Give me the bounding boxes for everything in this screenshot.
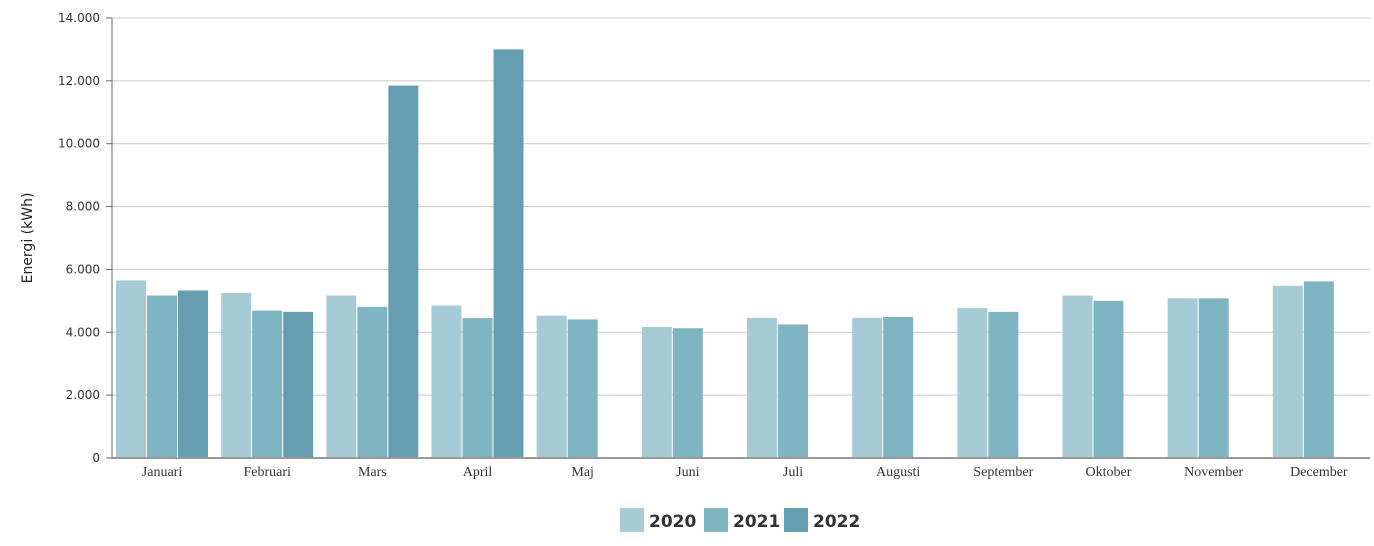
- bar-2020-mars[interactable]: [326, 295, 357, 458]
- legend-item-2022[interactable]: 2022: [784, 508, 860, 532]
- gridlines: [106, 17, 1370, 459]
- bar-2020-februari[interactable]: [221, 293, 252, 458]
- bar-2021-april[interactable]: [462, 318, 493, 458]
- x-tick-label: Januari: [142, 465, 183, 480]
- bar-2021-mars[interactable]: [357, 306, 388, 458]
- legend-label: 2022: [813, 512, 860, 532]
- x-tick-label: Juni: [676, 465, 699, 480]
- y-tick-label: 12.000: [58, 74, 100, 88]
- x-tick-label: Februari: [243, 465, 291, 480]
- bar-2020-juli[interactable]: [747, 317, 777, 458]
- bar-2022-april[interactable]: [493, 49, 524, 459]
- legend[interactable]: 2020 2021 2022: [620, 508, 860, 532]
- bar-2020-december[interactable]: [1272, 285, 1303, 458]
- y-tick-label: 14.000: [58, 11, 100, 25]
- x-tick-label: Maj: [571, 465, 594, 480]
- y-tick-label: 6.000: [66, 262, 100, 276]
- bar-2021-november[interactable]: [1198, 298, 1229, 458]
- bar-2020-september[interactable]: [957, 308, 988, 458]
- bars: [116, 49, 1334, 459]
- bar-2020-oktober[interactable]: [1062, 295, 1093, 458]
- bar-2021-december[interactable]: [1303, 281, 1334, 458]
- x-tick-labels: Januari Februari Mars April Maj Juni Juli Augus…: [142, 465, 1348, 480]
- y-tick-labels: 0 2.000 4.000 6.000 8.000 10.000 12.000 14.000: [58, 11, 100, 465]
- bar-2021-oktober[interactable]: [1093, 300, 1124, 458]
- x-tick-label: Mars: [358, 465, 387, 480]
- bar-2021-augusti[interactable]: [883, 316, 914, 458]
- bar-2020-juni[interactable]: [641, 326, 672, 458]
- legend-swatch: [620, 508, 644, 532]
- bar-2020-maj[interactable]: [536, 315, 567, 458]
- x-tick-label: September: [973, 465, 1033, 480]
- bar-2021-september[interactable]: [988, 311, 1019, 458]
- bar-2020-november[interactable]: [1167, 298, 1198, 458]
- y-tick-label: 2.000: [66, 388, 100, 402]
- y-tick-label: 10.000: [58, 137, 100, 151]
- x-tick-label: Oktober: [1086, 465, 1132, 480]
- y-tick-label: 4.000: [66, 325, 100, 339]
- bar-2021-januari[interactable]: [147, 295, 177, 458]
- bar-2022-januari[interactable]: [178, 290, 208, 458]
- x-tick-label: Juli: [783, 465, 803, 480]
- y-axis-label: Energi (kWh): [20, 193, 36, 284]
- legend-label: 2021: [733, 512, 780, 532]
- bar-2021-februari[interactable]: [252, 310, 283, 458]
- legend-item-2021[interactable]: 2021: [704, 508, 780, 532]
- x-tick-label: December: [1290, 465, 1348, 480]
- legend-swatch: [784, 508, 808, 532]
- x-tick-label: April: [463, 465, 493, 480]
- y-tick-label: 8.000: [66, 200, 100, 214]
- x-tick-label: Augusti: [876, 465, 920, 480]
- axes: [111, 18, 1370, 459]
- legend-label: 2020: [649, 512, 696, 532]
- bar-2020-augusti[interactable]: [852, 317, 883, 458]
- bar-2021-juli[interactable]: [778, 324, 808, 458]
- bar-2022-februari[interactable]: [283, 311, 314, 458]
- bar-2021-maj[interactable]: [567, 319, 598, 458]
- legend-item-2020[interactable]: 2020: [620, 508, 696, 532]
- y-tick-label: 0: [92, 451, 100, 465]
- bar-2020-april[interactable]: [431, 305, 462, 458]
- legend-swatch: [704, 508, 728, 532]
- bar-2022-mars[interactable]: [388, 85, 419, 459]
- x-tick-label: November: [1184, 465, 1243, 480]
- bar-2020-januari[interactable]: [116, 280, 146, 458]
- bar-2021-juni[interactable]: [672, 328, 703, 458]
